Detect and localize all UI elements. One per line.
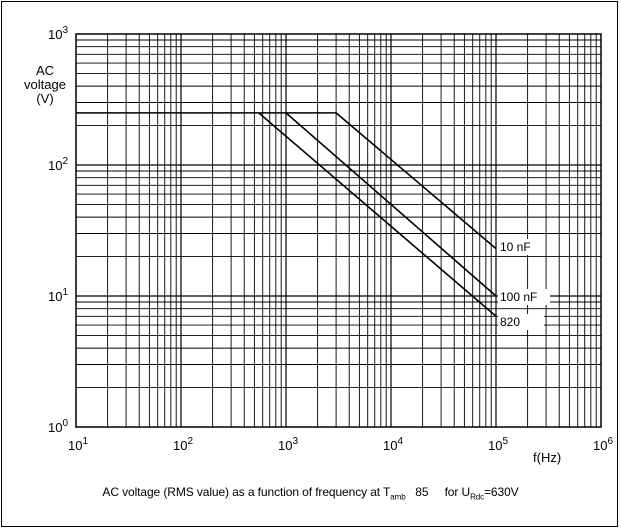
chart-caption: AC voltage (RMS value) as a function of … (0, 485, 621, 501)
caption-subscript-rdc: Rdc (470, 492, 485, 502)
y-tick-label: 102 (48, 156, 68, 173)
y-tick-label: 100 (48, 418, 68, 435)
series-label: 10 nF (500, 240, 531, 254)
y-tick-label: 103 (48, 25, 68, 42)
series-line (285, 112, 497, 297)
x-tick-label: 104 (383, 436, 403, 453)
x-tick-label: 102 (173, 436, 193, 453)
grid (76, 34, 601, 427)
series-line (258, 112, 497, 317)
x-tick-label: 105 (488, 436, 508, 453)
y-axis-label: voltage (24, 77, 66, 92)
series-label-background (498, 289, 550, 305)
y-tick-label: 101 (48, 287, 68, 304)
y-axis-label: AC (36, 63, 54, 78)
series-line (335, 112, 497, 250)
series-labels: 10 nF 100 nF 820 (498, 239, 550, 330)
x-axis-label: f(Hz) (533, 450, 561, 465)
caption-middle: 85 for U (405, 485, 471, 499)
x-tick-label: 101 (68, 436, 88, 453)
series-label-background (498, 314, 544, 330)
y-axis-label-background (20, 60, 72, 110)
series-label: 820 (500, 315, 520, 329)
y-axis-label: (V) (36, 91, 53, 106)
x-tick-label: 106 (593, 436, 613, 453)
series-lines (76, 112, 497, 317)
x-tick-label: 103 (278, 436, 298, 453)
plot-border (75, 33, 602, 428)
series-label-background (498, 239, 540, 255)
caption-prefix: AC voltage (RMS value) as a function of … (102, 485, 391, 499)
series-label: 100 nF (500, 290, 537, 304)
caption-subscript-amb: amb (390, 492, 406, 502)
caption-suffix: =630V (484, 485, 519, 499)
